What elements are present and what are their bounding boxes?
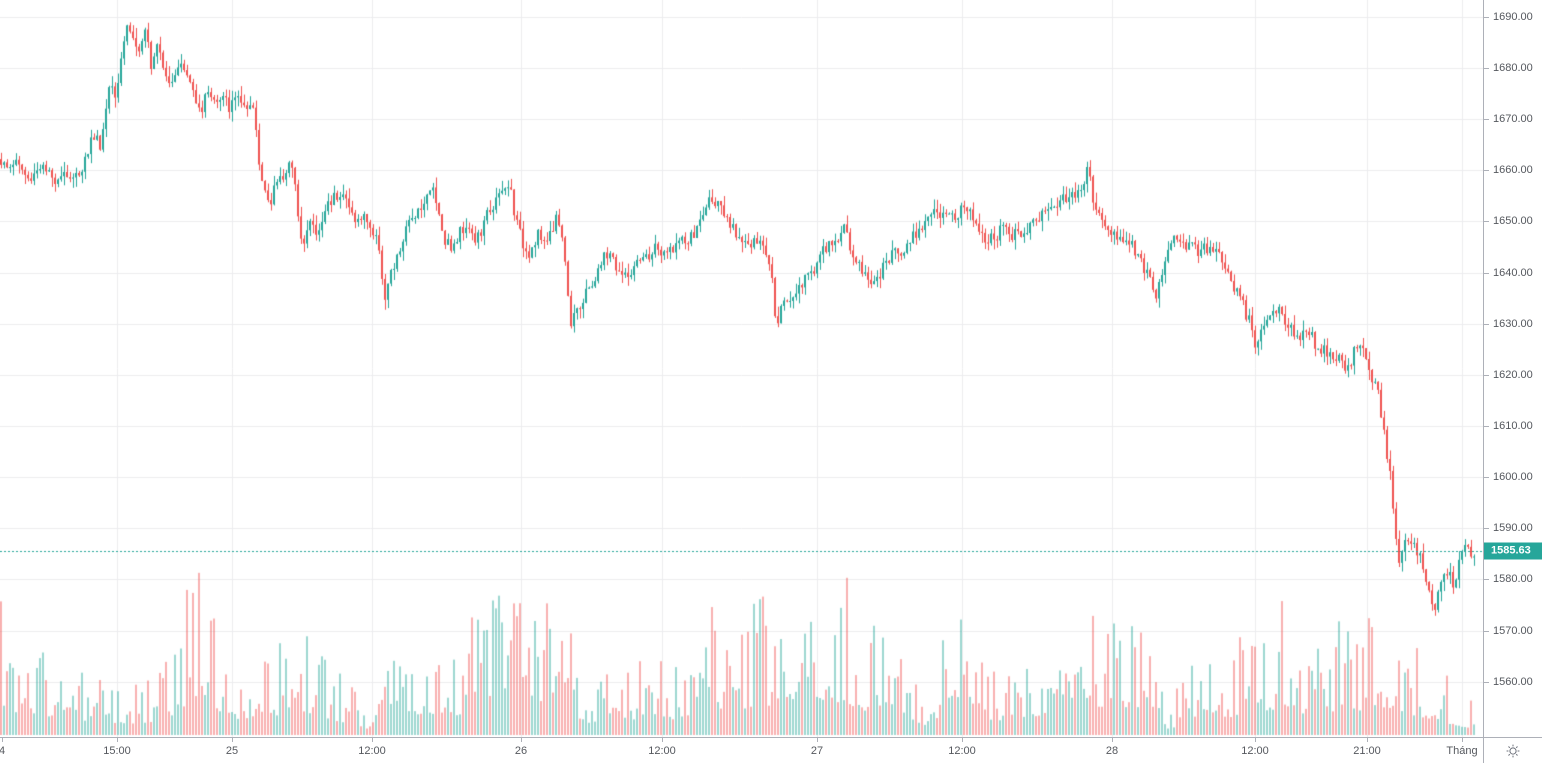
time-tick-mark: [1112, 738, 1113, 742]
time-tick-mark: [232, 738, 233, 742]
time-tick-mark: [1255, 738, 1256, 742]
price-tick-label: 1650.00: [1493, 215, 1533, 228]
price-tick-label: 1680.00: [1493, 62, 1533, 75]
time-tick-label: 12:00: [648, 745, 676, 757]
time-tick-label: 12:00: [948, 745, 976, 757]
price-tick-mark: [1484, 221, 1489, 222]
time-tick-label: 12:00: [1241, 745, 1269, 757]
time-tick-label: 25: [225, 745, 239, 757]
time-tick-mark: [117, 738, 118, 742]
price-tick-mark: [1484, 17, 1489, 18]
time-tick-label: 27: [810, 745, 824, 757]
price-tick-mark: [1484, 170, 1489, 171]
price-tick-mark: [1484, 528, 1489, 529]
price-tick-mark: [1484, 68, 1489, 69]
price-tick-label: 1580.00: [1493, 573, 1533, 586]
price-tick-label: 1610.00: [1493, 420, 1533, 433]
gear-icon: [1505, 743, 1521, 759]
time-tick-label: 15:00: [103, 745, 131, 757]
candlestick-chart-pane[interactable]: [0, 0, 1483, 737]
price-tick-mark: [1484, 324, 1489, 325]
time-tick-mark: [817, 738, 818, 742]
time-tick-label: 4: [0, 745, 5, 757]
axis-settings-button[interactable]: [1483, 737, 1542, 763]
time-tick-mark: [521, 738, 522, 742]
price-tick-mark: [1484, 426, 1489, 427]
price-tick-label: 1690.00: [1493, 10, 1533, 23]
time-tick-label: Tháng: [1446, 745, 1478, 757]
price-tick-label: 1570.00: [1493, 624, 1533, 637]
price-tick-label: 1670.00: [1493, 113, 1533, 126]
price-tick-label: 1630.00: [1493, 317, 1533, 330]
time-tick-label: 26: [514, 745, 528, 757]
time-tick-label: 28: [1105, 745, 1119, 757]
price-axis[interactable]: 1585.63 1690.00 1680.00 1670.00 1660.00 1650…: [1483, 0, 1542, 737]
last-price-tag: 1585.63: [1484, 542, 1542, 560]
price-tick-label: 1620.00: [1493, 368, 1533, 381]
price-tick-label: 1640.00: [1493, 266, 1533, 279]
price-tick-mark: [1484, 682, 1489, 683]
price-tick-label: 1560.00: [1493, 675, 1533, 688]
price-tick-label: 1660.00: [1493, 164, 1533, 177]
time-tick-mark: [1462, 738, 1463, 742]
price-tick-mark: [1484, 375, 1489, 376]
price-tick-mark: [1484, 579, 1489, 580]
price-tick-mark: [1484, 477, 1489, 478]
price-tick-label: 1590.00: [1493, 522, 1533, 535]
time-tick-mark: [962, 738, 963, 742]
time-tick-label: 12:00: [358, 745, 386, 757]
time-tick-mark: [2, 738, 3, 742]
price-tick-mark: [1484, 631, 1489, 632]
price-tick-mark: [1484, 273, 1489, 274]
time-tick-mark: [372, 738, 373, 742]
time-tick-mark: [1367, 738, 1368, 742]
price-tick-mark: [1484, 119, 1489, 120]
time-tick-mark: [662, 738, 663, 742]
time-tick-label: 21:00: [1353, 745, 1381, 757]
price-tick-label: 1600.00: [1493, 471, 1533, 484]
time-axis[interactable]: 4 15:00 25 12:00 26 12:00 27 12:00 28 12:00 21:00 T…: [0, 737, 1484, 763]
